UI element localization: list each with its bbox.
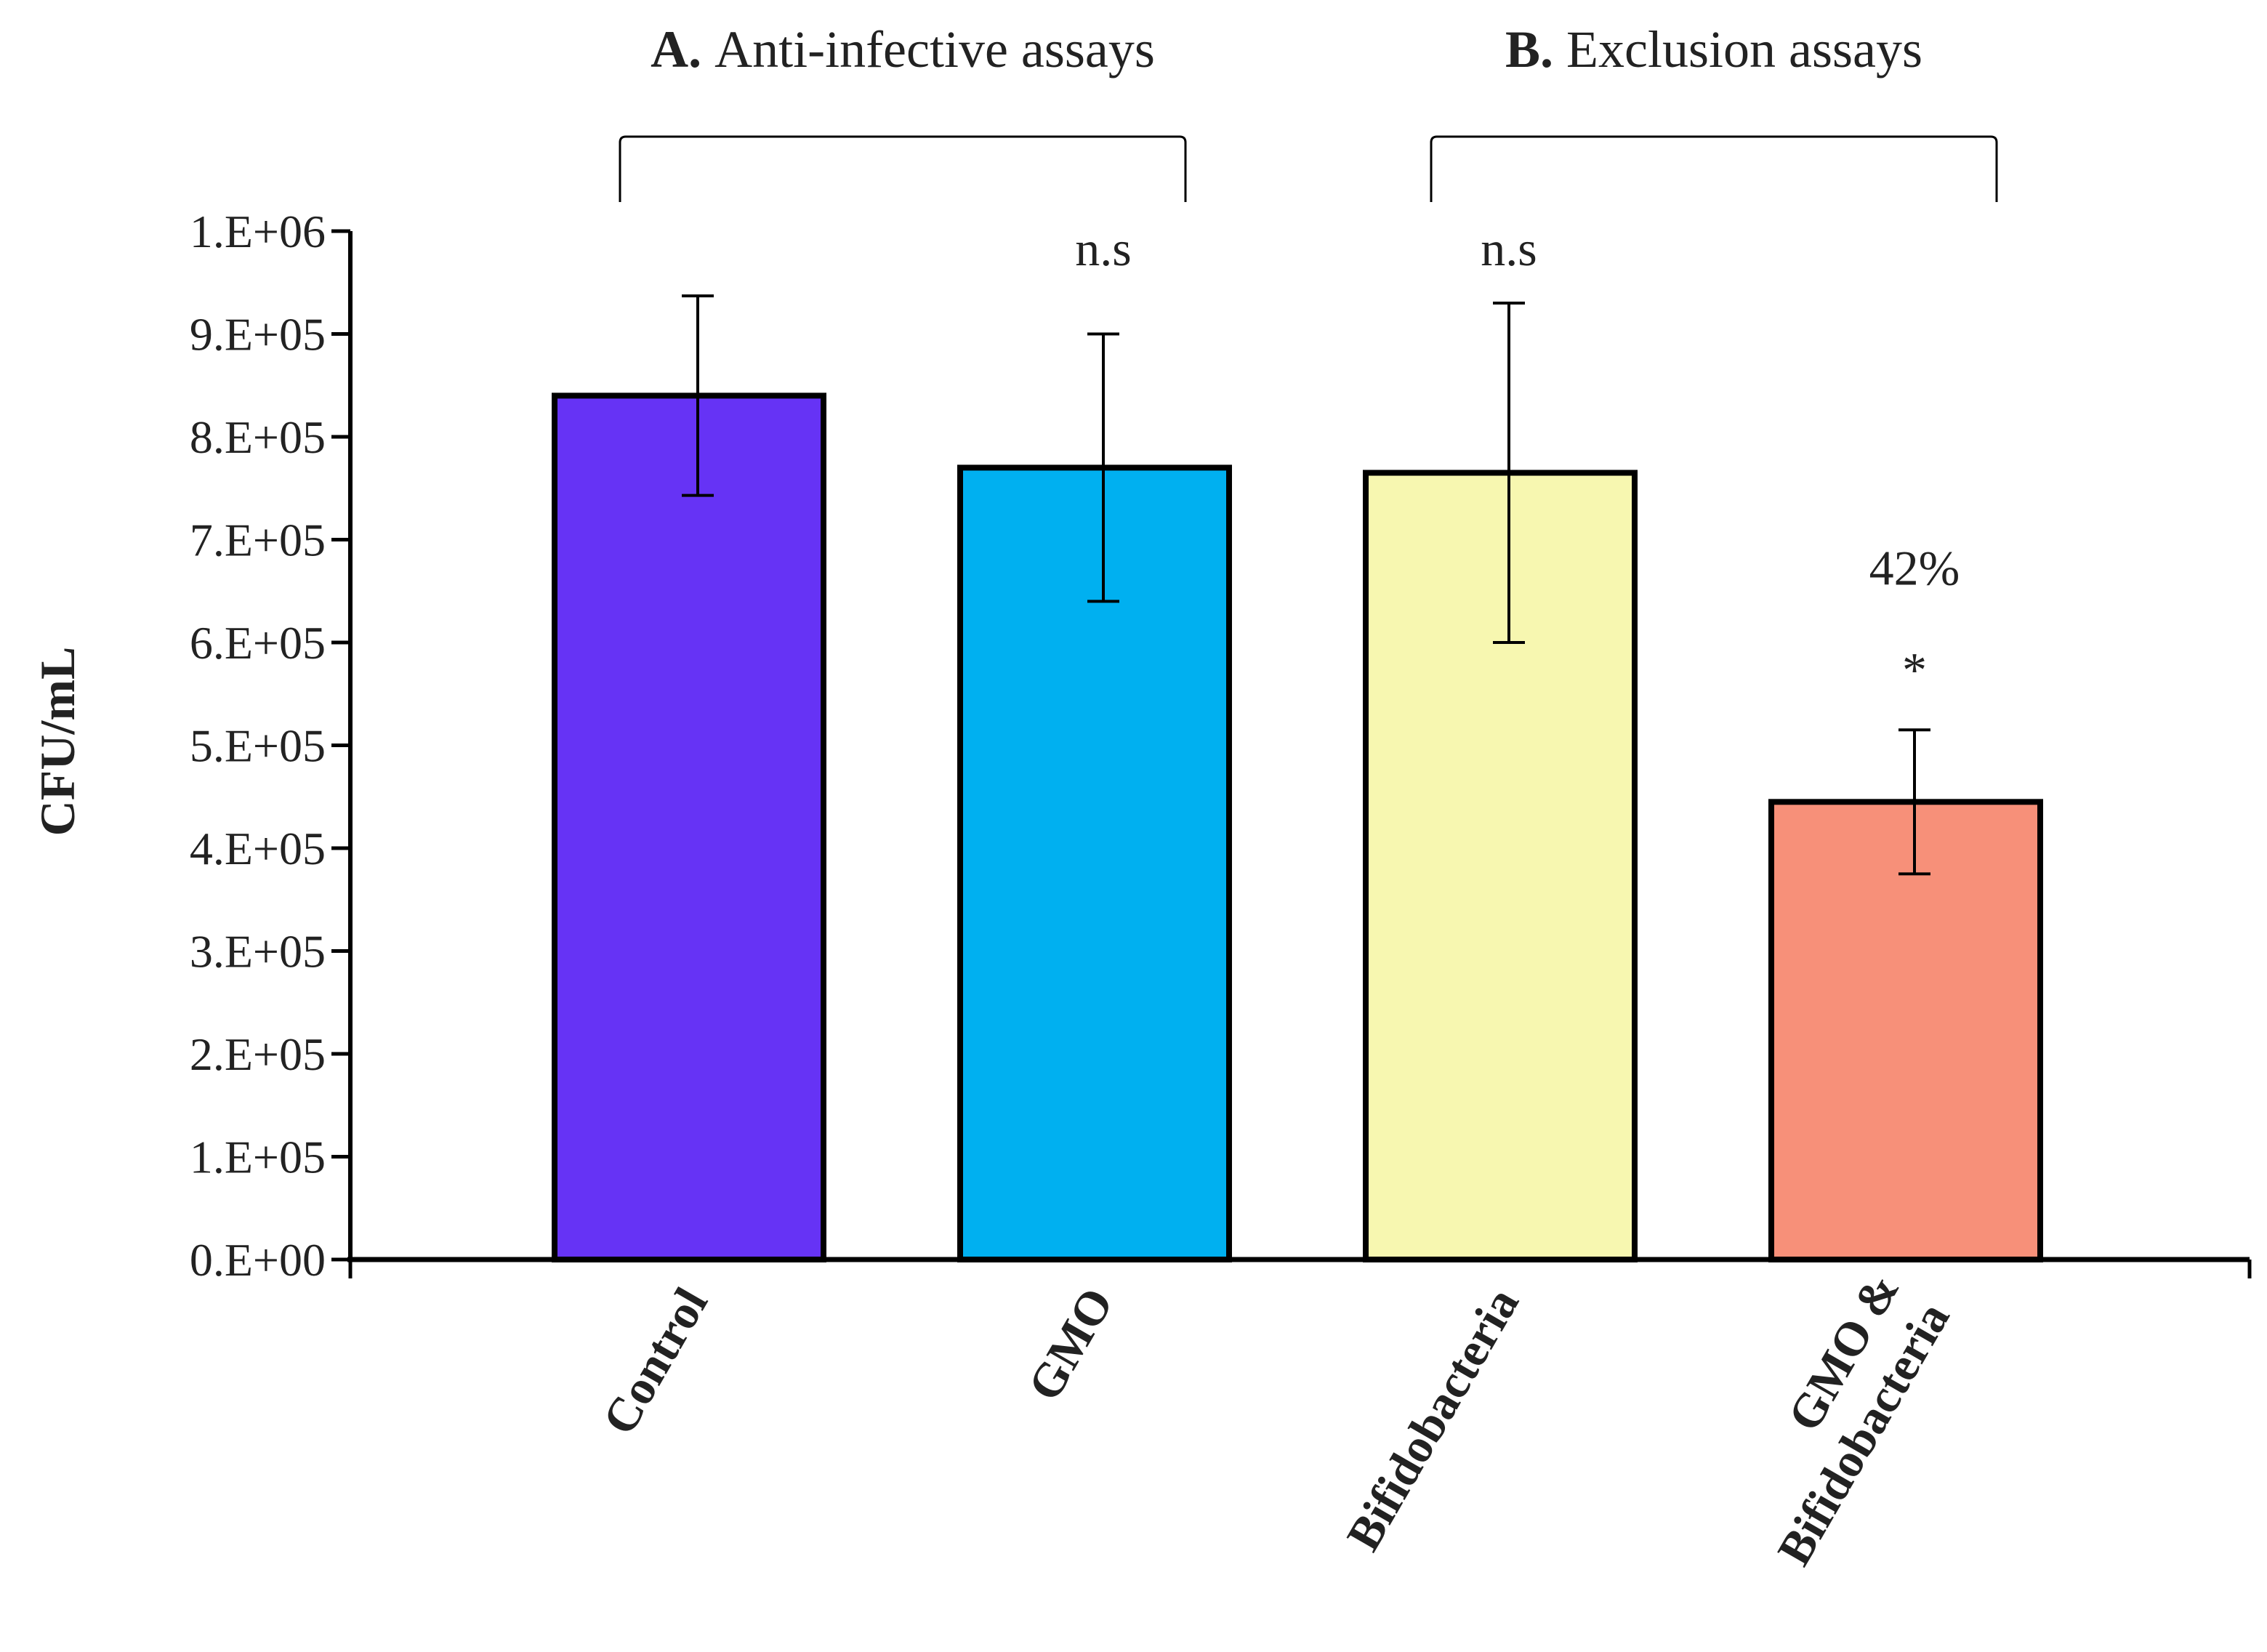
bar <box>1768 799 2043 1262</box>
group-prefix: A. <box>651 20 714 78</box>
category-label: Control <box>592 1279 718 1443</box>
y-tick-label: 1.E+06 <box>190 206 326 257</box>
group-label: Anti-infective assays <box>714 20 1155 78</box>
group-title: B. Exclusion assays <box>1505 20 1922 78</box>
y-tick-label: 0.E+00 <box>190 1234 326 1286</box>
ns-label: n.s <box>1075 221 1131 276</box>
percent-label: 42% <box>1869 540 1960 595</box>
category-label: GMO <box>1018 1279 1124 1409</box>
bar <box>957 464 1232 1263</box>
category-label-line: GMO <box>1018 1279 1124 1409</box>
significance-star: * <box>1902 642 1927 697</box>
y-tick-label: 7.E+05 <box>190 515 326 566</box>
y-tick-label: 6.E+05 <box>190 617 326 669</box>
category-label-line: Bifidobacteria <box>1337 1279 1529 1560</box>
category-label: GMO &Bifidobacteria <box>1718 1265 1960 1574</box>
group-bracket <box>1430 135 1998 202</box>
y-tick-label: 2.E+05 <box>190 1028 326 1080</box>
y-tick-label: 3.E+05 <box>190 926 326 978</box>
group-title: A. Anti-infective assays <box>651 20 1155 78</box>
group-bracket <box>619 135 1187 202</box>
category-label: Bifidobacteria <box>1337 1279 1529 1560</box>
y-tick-label: 4.E+05 <box>190 823 326 874</box>
group-prefix: B. <box>1505 20 1566 78</box>
bar <box>1363 470 1638 1262</box>
ns-label: n.s <box>1481 221 1537 276</box>
y-tick-label: 9.E+05 <box>190 309 326 360</box>
group-label: Exclusion assays <box>1566 20 1922 78</box>
bar <box>552 392 826 1262</box>
y-tick-label: 8.E+05 <box>190 411 326 463</box>
y-tick-label: 5.E+05 <box>190 720 326 772</box>
y-tick-label: 1.E+05 <box>190 1132 326 1183</box>
category-label-line: Control <box>592 1279 718 1443</box>
y-axis-title: CFU/mL <box>30 647 85 837</box>
